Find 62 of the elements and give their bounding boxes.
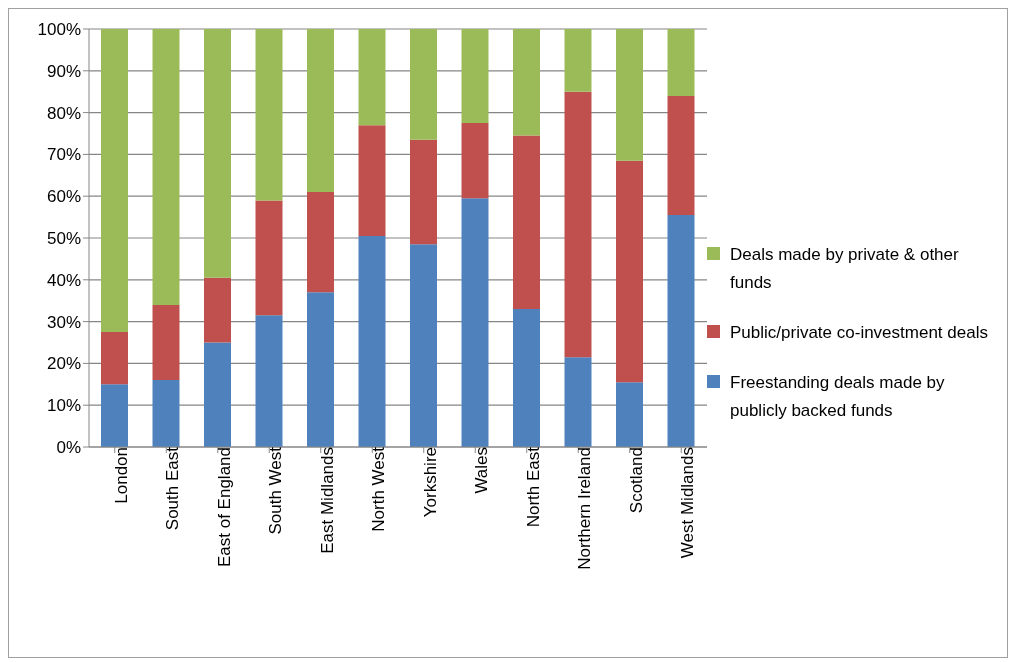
y-tick-label: 40%: [46, 270, 81, 290]
bar: [358, 29, 386, 126]
bar: [410, 139, 437, 245]
x-tick-label: North West: [369, 446, 389, 532]
bar: [204, 29, 231, 278]
y-tick-label: 90%: [46, 61, 81, 81]
bar: [255, 315, 283, 447]
bar: [152, 304, 180, 381]
y-tick-label: 10%: [46, 396, 81, 416]
bar: [101, 29, 128, 333]
legend-label: Public/private co-investment deals: [730, 322, 988, 344]
y-tick-label: 60%: [46, 187, 81, 207]
x-tick-label: North East: [523, 446, 543, 528]
bar: [616, 382, 643, 447]
bar: [358, 235, 386, 447]
bar: [152, 380, 180, 447]
bar: [667, 95, 695, 216]
bar: [307, 292, 334, 447]
x-tick-label: East of England: [214, 447, 234, 568]
y-tick-label: 80%: [46, 103, 81, 123]
bar: [564, 91, 592, 358]
bar: [616, 160, 643, 383]
bar: [307, 192, 334, 293]
x-tick-label: Wales: [472, 447, 492, 494]
bar: [307, 29, 334, 193]
bar: [410, 244, 437, 447]
bar: [101, 332, 128, 385]
bar: [513, 309, 540, 447]
bar: [461, 198, 489, 447]
x-tick-label: Yorkshire: [420, 447, 440, 518]
bar: [255, 200, 283, 316]
bar: [101, 384, 128, 447]
x-tick-label: London: [111, 447, 131, 504]
y-tick-label: 50%: [46, 229, 81, 249]
bar: [513, 29, 540, 136]
bar: [204, 277, 231, 343]
bar: [358, 125, 386, 236]
bar: [204, 342, 231, 447]
x-tick-label: South West: [266, 446, 286, 535]
bar: [152, 29, 180, 305]
y-tick-label: 30%: [46, 312, 81, 332]
x-tick-label: Northern Ireland: [575, 447, 595, 570]
bar: [513, 135, 540, 310]
bar: [255, 29, 283, 201]
legend-label: Deals made by private & other funds: [730, 244, 960, 294]
x-tick-label: South East: [163, 446, 183, 531]
bar: [616, 29, 643, 161]
bar: [410, 29, 437, 140]
bar: [564, 29, 592, 92]
x-tick-label: East Midlands: [317, 447, 337, 554]
bar: [667, 215, 695, 447]
x-tick-label: West Midlands: [678, 447, 698, 559]
bar: [667, 29, 695, 96]
bar: [461, 123, 489, 199]
bar: [564, 357, 592, 447]
y-tick-label: 0%: [56, 438, 81, 458]
y-tick-label: 20%: [46, 354, 81, 374]
y-tick-label: 70%: [46, 145, 81, 165]
x-tick-label: Scotland: [626, 447, 646, 514]
legend-label: Freestanding deals made by publicly backed funds: [730, 372, 946, 422]
y-tick-label: 100%: [37, 20, 81, 40]
bar: [461, 29, 489, 124]
